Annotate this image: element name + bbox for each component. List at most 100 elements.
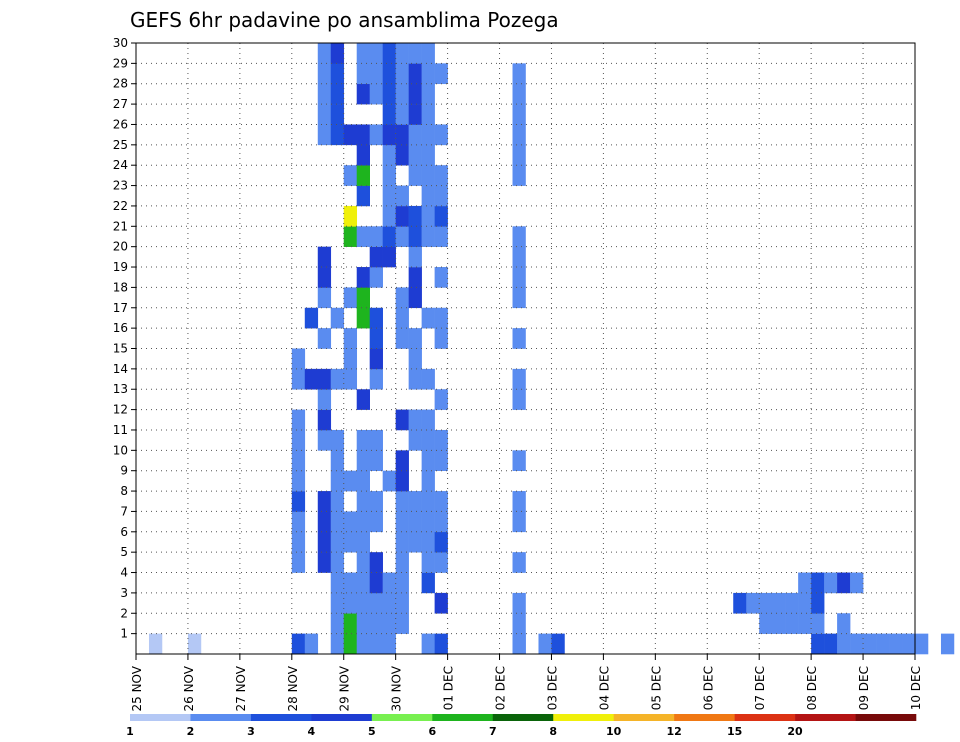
heatmap-cell	[330, 429, 345, 451]
heatmap-cell	[408, 165, 422, 186]
heatmap-cell	[395, 185, 409, 207]
heatmap-cell	[512, 104, 526, 125]
heatmap-cell	[291, 511, 306, 533]
heatmap-cell	[291, 450, 306, 471]
heatmap-cell	[408, 491, 422, 512]
heatmap-cell	[512, 63, 526, 85]
heatmap-cell	[395, 43, 409, 64]
heatmap-cell	[369, 63, 383, 85]
heatmap-cell	[408, 409, 422, 431]
heatmap-cell	[395, 470, 409, 492]
heatmap-cell	[408, 205, 422, 227]
heatmap-cell	[382, 124, 396, 146]
heatmap-cell	[343, 511, 358, 533]
colorbar-swatch	[795, 714, 856, 721]
colorbar-label: 4	[308, 725, 316, 738]
heatmap-cell	[317, 491, 332, 512]
heatmap-cell	[343, 592, 358, 614]
x-tick-label: 25 NOV	[130, 665, 144, 711]
heatmap-cell	[785, 613, 799, 634]
heatmap-cell	[291, 552, 306, 573]
heatmap-cell	[369, 328, 383, 349]
heatmap-cell	[434, 491, 448, 512]
heatmap-cell	[343, 287, 358, 309]
heatmap-cell	[356, 307, 370, 329]
heatmap-cell	[343, 165, 358, 186]
heatmap-cell	[421, 185, 435, 207]
heatmap-cell	[395, 409, 409, 431]
colorbar-swatch	[674, 714, 735, 721]
heatmap-cell	[512, 267, 526, 288]
y-tick-label: 19	[113, 260, 128, 274]
colorbar-swatch	[613, 714, 675, 721]
heatmap-cell	[330, 63, 345, 85]
heatmap-cell	[512, 328, 526, 349]
grid-lines	[136, 43, 915, 654]
colorbar-swatch	[190, 714, 252, 721]
heatmap-cell	[811, 613, 825, 634]
x-tick-label: 26 NOV	[182, 665, 196, 711]
heatmap-cell	[512, 633, 526, 655]
heatmap-cell	[291, 409, 306, 431]
heatmap-cell	[512, 368, 526, 390]
y-tick-label: 16	[113, 321, 128, 335]
heatmap-cell	[408, 328, 422, 349]
heatmap-cell	[369, 613, 383, 634]
heatmap-cell	[434, 592, 448, 614]
heatmap-cell	[356, 144, 370, 166]
y-tick-label: 25	[113, 138, 128, 152]
heatmap-cell	[434, 328, 448, 349]
heatmap-cell	[356, 63, 370, 85]
heatmap-cell	[356, 124, 370, 146]
heatmap-cell	[356, 572, 370, 594]
heatmap-cell	[434, 429, 448, 451]
heatmap-cell	[317, 389, 332, 410]
heatmap-cell	[356, 226, 370, 247]
heatmap-cell	[551, 633, 565, 655]
x-tick-label: 09 DEC	[857, 666, 871, 710]
heatmap-cell	[889, 633, 903, 655]
heatmap-cell	[863, 633, 877, 655]
heatmap-cell	[382, 470, 396, 492]
colorbar-swatch	[734, 714, 796, 721]
heatmap-cell	[382, 104, 396, 125]
heatmap-cell	[382, 633, 396, 655]
heatmap-cell	[356, 552, 370, 573]
heatmap-cell	[317, 43, 332, 64]
heatmap-cell	[356, 429, 370, 451]
heatmap-cell	[382, 613, 396, 634]
heatmap-cell	[395, 450, 409, 471]
heatmap-cell	[330, 613, 345, 634]
y-tick-label: 14	[113, 362, 128, 376]
heatmap-cell	[512, 124, 526, 146]
heatmap-cell	[408, 348, 422, 370]
colorbar: 1 2 3 4 5 6 7 8 10 12 15 20	[126, 714, 917, 738]
colorbar-swatch	[250, 714, 312, 721]
colorbar-label: 3	[247, 725, 255, 738]
heatmap-cell	[512, 592, 526, 614]
heatmap-cell	[408, 124, 422, 146]
colorbar-label: 20	[787, 725, 803, 738]
heatmap-cell	[876, 633, 890, 655]
heatmap-cell	[317, 124, 332, 146]
heatmap-cell	[421, 572, 435, 594]
y-tick-label: 18	[113, 280, 128, 294]
colorbar-label: 7	[489, 725, 497, 738]
heatmap-cell	[369, 124, 383, 146]
heatmap-cell	[369, 491, 383, 512]
heatmap-cell	[512, 552, 526, 573]
heatmap-cell	[382, 226, 396, 247]
heatmap-cell	[317, 368, 332, 390]
heatmap-cell	[369, 43, 383, 64]
heatmap-cell	[382, 165, 396, 186]
heatmap-cell	[317, 63, 332, 85]
heatmap-cell	[317, 429, 332, 451]
heatmap-cell	[408, 43, 422, 64]
heatmap-cell	[382, 572, 396, 594]
heatmap-cell	[798, 572, 812, 594]
x-tick-label: 02 DEC	[494, 666, 508, 710]
heatmap-cell	[330, 83, 345, 105]
heatmap-cell	[434, 165, 448, 186]
y-tick-label: 12	[113, 403, 128, 417]
y-tick-label: 1	[120, 627, 128, 641]
